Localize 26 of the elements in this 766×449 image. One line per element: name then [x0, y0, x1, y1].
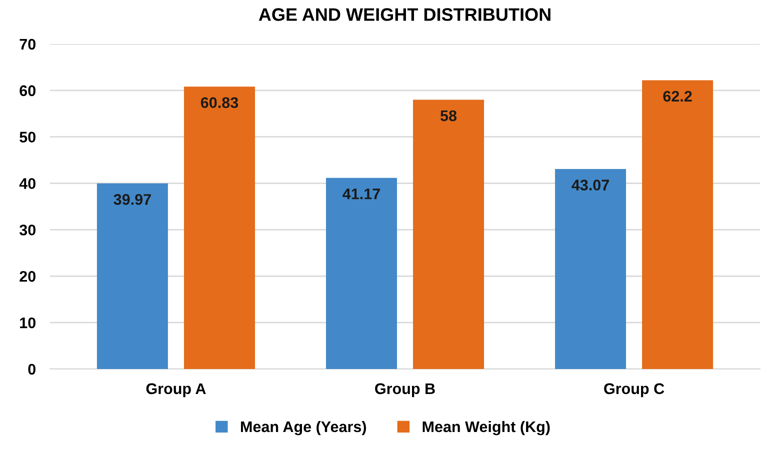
bar	[555, 169, 626, 369]
data-label: 39.97	[114, 194, 151, 205]
x-tick-label: Group C	[604, 383, 664, 398]
data-label: 43.07	[572, 180, 609, 190]
data-label: 41.17	[342, 188, 380, 200]
y-tick-label: 30	[19, 224, 36, 236]
y-tick-label: 40	[19, 178, 36, 189]
data-label: 58	[440, 110, 457, 122]
bar	[96, 183, 168, 369]
legend-label: Mean Weight (Kg)	[422, 420, 550, 436]
x-tick-label: Group A	[146, 383, 206, 398]
chart-title: AGE AND WEIGHT DISTRIBUTION	[258, 8, 550, 21]
y-tick-label: 50	[20, 132, 36, 143]
legend-label: Mean Age (Years)	[240, 420, 366, 436]
bar	[413, 100, 484, 369]
bar	[326, 178, 397, 369]
x-tick-label: Group B	[375, 383, 435, 398]
data-label: 60.83	[200, 97, 238, 108]
bar	[184, 86, 255, 369]
y-tick-label: 60	[20, 85, 36, 96]
y-tick-label: 10	[20, 317, 36, 328]
data-label: 62.2	[663, 90, 692, 102]
bar	[642, 80, 714, 369]
y-tick-label: 20	[20, 271, 36, 282]
y-tick-label: 70	[20, 38, 36, 50]
y-tick-label: 0	[28, 364, 36, 375]
